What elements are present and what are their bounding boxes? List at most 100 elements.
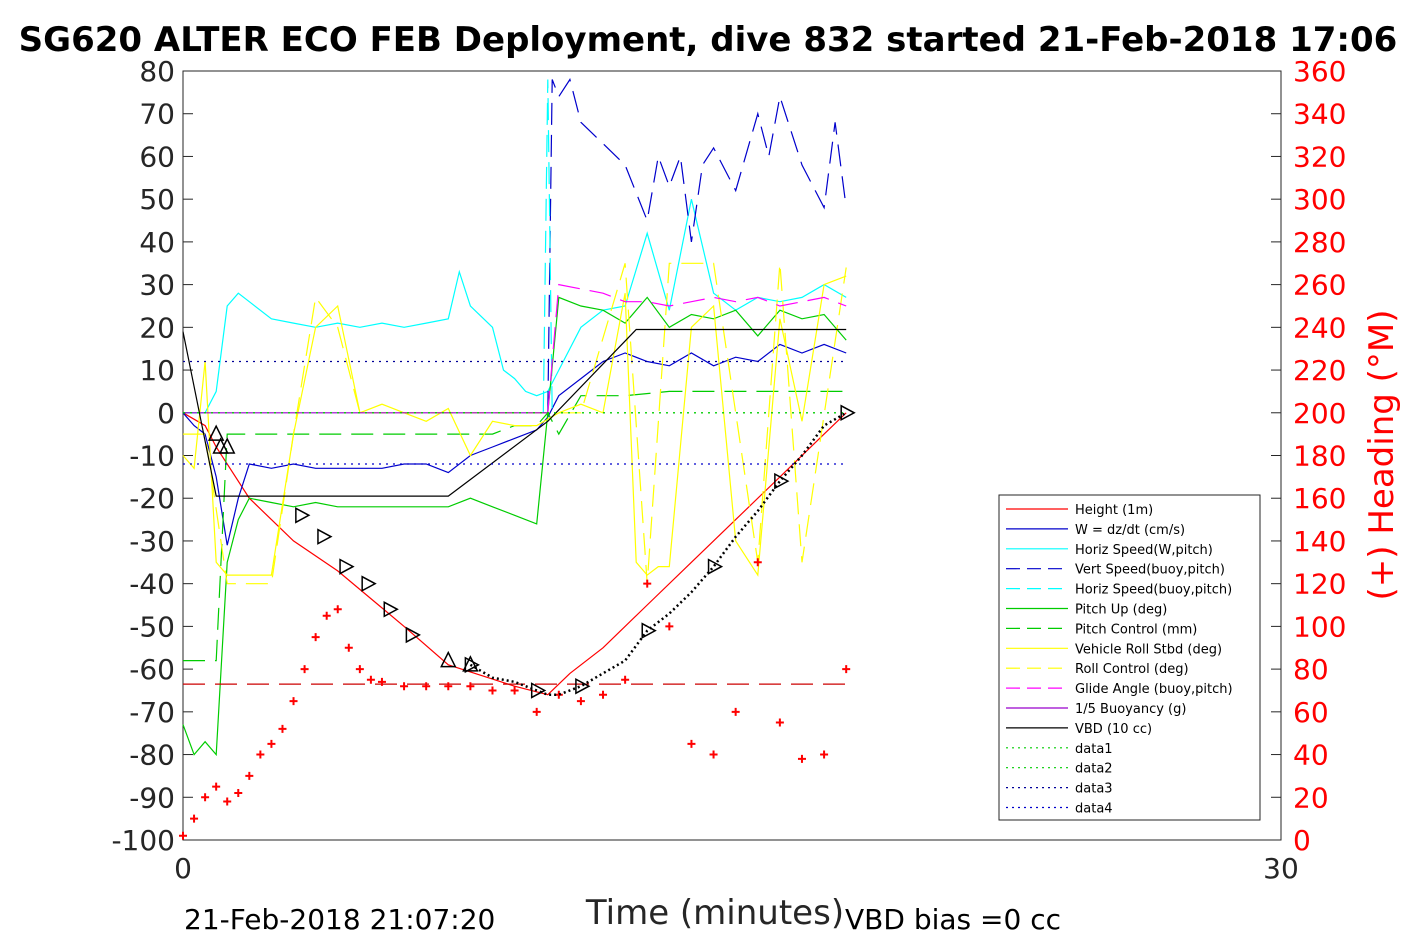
- y-left-tick-label: -100: [111, 824, 175, 857]
- y-left-tick-label: -50: [129, 610, 175, 643]
- legend-label: Horiz Speed(buoy,pitch): [1075, 583, 1232, 598]
- heading-marker: [842, 665, 851, 674]
- heading-marker: [731, 707, 740, 716]
- heading-marker: [355, 665, 364, 674]
- heading-marker: [322, 611, 331, 620]
- y-right-tick-label: 180: [1293, 440, 1346, 473]
- heading-marker: [267, 739, 276, 748]
- triangle-markers: [207, 404, 856, 699]
- heading-marker: [775, 718, 784, 727]
- x-tick-label: 30: [1263, 852, 1299, 885]
- heading-marker: [576, 697, 585, 706]
- legend-label: Roll Control (deg): [1075, 662, 1189, 677]
- triangle-marker: [405, 626, 421, 644]
- triangle-marker: [207, 424, 225, 441]
- heading-marker: [510, 686, 519, 695]
- heading-marker: [753, 558, 762, 567]
- triangle-marker: [774, 472, 790, 490]
- footer-timestamp: 21-Feb-2018 21:07:20: [184, 903, 495, 936]
- triangle-marker: [462, 655, 479, 672]
- y-right-tick-label: 80: [1293, 653, 1329, 686]
- y-axis-left-ticks: 80 70 60 50 40 30 20 10 0 -10 -20 -30 -40 -50 -60 -70 -8…: [111, 55, 193, 857]
- legend-label: Pitch Control (mm): [1075, 622, 1197, 637]
- y-left-tick-label: -10: [129, 440, 175, 473]
- x-tick-label: 0: [174, 852, 192, 885]
- y-left-tick-label: 0: [157, 397, 175, 430]
- heading-marker: [366, 675, 375, 684]
- y-left-tick-label: -30: [129, 525, 175, 558]
- heading-marker: [444, 682, 453, 691]
- triangle-marker: [641, 622, 657, 639]
- triangle-marker: [339, 558, 355, 575]
- triangle-marker: [575, 677, 591, 695]
- series-line-3: [547, 78, 847, 413]
- y-left-tick-label: 10: [139, 354, 175, 387]
- y-right-tick-label: 360: [1293, 55, 1346, 88]
- heading-marker: [797, 754, 806, 763]
- triangle-marker: [464, 656, 480, 674]
- y-right-tick-label: 160: [1293, 482, 1346, 515]
- heading-marker: [201, 793, 210, 802]
- heading-marker: [344, 643, 353, 652]
- y-left-tick-label: -80: [129, 739, 175, 772]
- y-axis-right-ticks: 3603403203002802602402202001801601401201…: [1271, 55, 1346, 857]
- heading-marker: [190, 814, 199, 823]
- y-right-tick-label: 0: [1293, 824, 1311, 857]
- legend-label: VBD (10 cc): [1075, 722, 1152, 737]
- y-right-tick-label: 200: [1293, 397, 1346, 430]
- heading-marker: [300, 665, 309, 674]
- series-line-7: [182, 275, 847, 577]
- y-left-tick-label: 20: [139, 311, 175, 344]
- x-axis-ticks: 0 30: [174, 852, 1299, 885]
- triangle-marker: [707, 558, 724, 575]
- triangle-marker: [317, 528, 333, 545]
- y-right-tick-label: 260: [1293, 269, 1346, 302]
- triangle-marker: [530, 682, 547, 699]
- heading-marker: [422, 682, 431, 691]
- heading-marker: [643, 579, 652, 588]
- y-left-tick-label: -20: [129, 482, 175, 515]
- legend-label: Vert Speed(buoy,pitch): [1075, 563, 1225, 578]
- y-right-tick-label: 60: [1293, 696, 1329, 729]
- legend-label: Vehicle Roll Stbd (deg): [1075, 642, 1222, 657]
- legend-label: data4: [1075, 802, 1113, 817]
- heading-marker: [245, 771, 254, 780]
- legend-label: Horiz Speed(W,pitch): [1075, 543, 1213, 558]
- y-right-tick-label: 20: [1293, 781, 1329, 814]
- heading-markers: [179, 558, 851, 840]
- heading-marker: [377, 677, 386, 686]
- y-left-tick-label: -70: [129, 696, 175, 729]
- legend-label: Height (1m): [1075, 503, 1153, 518]
- triangle-marker: [295, 507, 311, 524]
- y-left-tick-label: -40: [129, 568, 175, 601]
- y-left-tick-label: 70: [139, 98, 175, 131]
- heading-marker: [311, 633, 320, 642]
- heading-marker: [709, 750, 718, 759]
- heading-marker: [400, 682, 409, 691]
- series-line-1: [182, 343, 847, 546]
- triangle-marker: [440, 650, 457, 668]
- legend-label: Pitch Up (deg): [1075, 603, 1167, 618]
- heading-marker: [599, 690, 608, 699]
- legend-label: data2: [1075, 762, 1113, 777]
- series-line-9: [547, 283, 847, 413]
- y-right-tick-label: 100: [1293, 610, 1346, 643]
- y-left-tick-label: 80: [139, 55, 175, 88]
- footer-vbd-bias: VBD bias =0 cc: [845, 903, 1061, 936]
- heading-marker: [333, 605, 342, 614]
- legend-label: data3: [1075, 782, 1113, 797]
- y-left-tick-label: 40: [139, 226, 175, 259]
- heading-marker: [621, 675, 630, 684]
- y-right-tick-label: 40: [1293, 739, 1329, 772]
- heading-marker: [665, 622, 674, 631]
- y-right-tick-label: 280: [1293, 226, 1346, 259]
- legend-label: data1: [1075, 742, 1113, 757]
- heading-marker: [256, 750, 265, 759]
- y-left-tick-label: -60: [129, 653, 175, 686]
- y-left-tick-label: 30: [139, 269, 175, 302]
- heading-marker: [278, 724, 287, 733]
- y-left-tick-label: -90: [129, 781, 175, 814]
- heading-marker: [212, 782, 221, 791]
- heading-marker: [466, 682, 475, 691]
